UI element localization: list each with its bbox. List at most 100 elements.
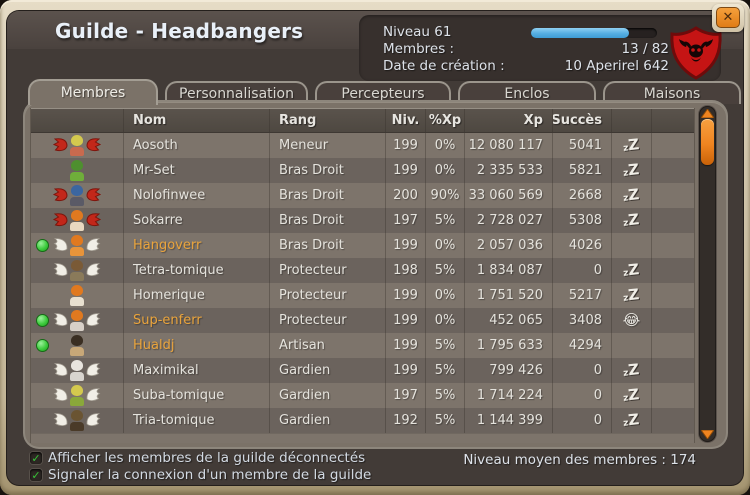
checkbox-signal-connection[interactable]: ✓ Signaler la connexion d'un membre de l… <box>30 467 371 483</box>
sleep-icon: zZ <box>623 260 641 280</box>
status-cell: zZ <box>612 183 652 208</box>
avatar <box>69 184 85 207</box>
member-level: 197 <box>386 208 426 233</box>
member-name: Aosoth <box>124 133 270 158</box>
scroll-down-button[interactable] <box>701 430 714 439</box>
online-indicator <box>36 339 49 352</box>
member-success: 0 <box>553 258 612 283</box>
table-row[interactable]: Sup-enferr Protecteur 199 0% 452 065 3408 😂 <box>31 308 694 333</box>
checkbox-check-icon: ✓ <box>30 451 42 465</box>
avatar-cell <box>31 183 124 208</box>
member-xp: 2 057 036 <box>465 233 553 258</box>
angel-wing-icon <box>53 237 68 254</box>
member-success: 2668 <box>553 183 612 208</box>
avatar-cell <box>31 133 124 158</box>
table-row[interactable]: Homerique Protecteur 199 0% 1 751 520 5217 zZ <box>31 283 694 308</box>
sleep-icon: zZ <box>623 410 641 430</box>
table-row[interactable]: Tria-tomique Gardien 192 5% 1 144 399 0 zZ <box>31 408 694 433</box>
close-button[interactable]: ✕ <box>716 7 740 28</box>
close-button-frame: ✕ <box>712 4 744 32</box>
member-xp-percent: 5% <box>426 358 465 383</box>
avatar-cell <box>31 158 124 183</box>
avatar <box>69 234 85 257</box>
member-rank: Gardien <box>270 383 386 408</box>
member-name: Tria-tomique <box>124 408 270 433</box>
member-level: 199 <box>386 358 426 383</box>
member-name: Maximikal <box>124 358 270 383</box>
member-success: 5821 <box>553 158 612 183</box>
sleep-icon: zZ <box>623 385 641 405</box>
avatar-cell <box>31 408 124 433</box>
member-success: 3408 <box>553 308 612 333</box>
member-level: 199 <box>386 233 426 258</box>
table-row[interactable]: Sokarre Bras Droit 197 5% 2 728 027 5308 zZ <box>31 208 694 233</box>
checkbox-show-offline[interactable]: ✓ Afficher les membres de la guilde déco… <box>30 450 365 466</box>
member-rank: Protecteur <box>270 258 386 283</box>
member-level: 199 <box>386 308 426 333</box>
table-row[interactable]: Mr-Set Bras Droit 199 0% 2 335 533 5821 zZ <box>31 158 694 183</box>
tab-membres[interactable]: Membres <box>28 79 158 105</box>
extra-cell <box>652 158 694 183</box>
header-cell-Niv.: Niv. <box>386 109 426 132</box>
member-xp-percent: 0% <box>426 308 465 333</box>
demon-wing-icon <box>86 137 101 154</box>
tab-maisons[interactable]: Maisons <box>603 81 741 104</box>
table-row[interactable]: Hangoverr Bras Droit 199 0% 2 057 036 4026 <box>31 233 694 258</box>
table-row[interactable]: Aosoth Meneur 199 0% 12 080 117 5041 zZ <box>31 133 694 158</box>
tab-personnalisation[interactable]: Personnalisation <box>165 81 308 104</box>
sleep-icon: zZ <box>623 160 641 180</box>
guild-level-label: Niveau 61 <box>383 24 452 40</box>
angel-wing-icon <box>53 362 68 379</box>
scroll-up-button[interactable] <box>701 109 714 118</box>
avatar <box>69 359 85 382</box>
member-level: 199 <box>386 333 426 358</box>
member-xp-percent: 0% <box>426 133 465 158</box>
guild-level-progressbar <box>531 28 657 38</box>
avatar-cell <box>31 283 124 308</box>
status-cell: zZ <box>612 283 652 308</box>
table-row[interactable]: Hualdj Artisan 199 5% 1 795 633 4294 <box>31 333 694 358</box>
table-row[interactable]: Suba-tomique Gardien 197 5% 1 714 224 0 zZ <box>31 383 694 408</box>
extra-cell <box>652 183 694 208</box>
header-cell-blank <box>652 109 694 132</box>
member-name: Homerique <box>124 283 270 308</box>
members-panel: Nom Rang Niv. %Xp Xp Succès Aosoth Meneur 199 0% 1… <box>25 102 726 447</box>
member-rank: Bras Droit <box>270 208 386 233</box>
member-success: 5308 <box>553 208 612 233</box>
member-xp: 1 144 399 <box>465 408 553 433</box>
empty-row <box>31 433 694 443</box>
member-level: 192 <box>386 408 426 433</box>
table-row[interactable]: Tetra-tomique Protecteur 198 5% 1 834 087 0 zZ <box>31 258 694 283</box>
angel-wing-icon <box>86 312 101 329</box>
angel-wing-icon <box>53 412 68 429</box>
scroll-thumb[interactable] <box>701 119 714 165</box>
member-xp: 452 065 <box>465 308 553 333</box>
demon-wing-icon <box>53 137 68 154</box>
member-xp-percent: 0% <box>426 158 465 183</box>
angel-wing-icon <box>86 237 101 254</box>
tab-percepteurs[interactable]: Percepteurs <box>315 81 451 104</box>
guild-level-progress-fill <box>531 28 630 38</box>
table-row[interactable]: Nolofinwee Bras Droit 200 90% 33 060 569 2668… <box>31 183 694 208</box>
members-count: 13 / 82 <box>621 41 670 57</box>
angel-wing-icon <box>53 312 68 329</box>
member-xp: 799 426 <box>465 358 553 383</box>
extra-cell <box>652 258 694 283</box>
members-label: Membres : <box>383 41 455 57</box>
member-rank: Meneur <box>270 133 386 158</box>
avatar-cell <box>31 208 124 233</box>
demon-wing-icon <box>86 187 101 204</box>
member-xp: 1 834 087 <box>465 258 553 283</box>
member-name: Mr-Set <box>124 158 270 183</box>
header-cell-Xp: Xp <box>465 109 553 132</box>
status-cell: 😂 <box>612 308 652 333</box>
tab-enclos[interactable]: Enclos <box>458 81 596 104</box>
extra-cell <box>652 383 694 408</box>
table-header: Nom Rang Niv. %Xp Xp Succès <box>31 108 694 133</box>
demon-wing-icon <box>53 212 68 229</box>
status-cell: zZ <box>612 208 652 233</box>
angel-wing-icon <box>86 362 101 379</box>
member-level: 199 <box>386 133 426 158</box>
table-row[interactable]: Maximikal Gardien 199 5% 799 426 0 zZ <box>31 358 694 383</box>
member-rank: Protecteur <box>270 283 386 308</box>
